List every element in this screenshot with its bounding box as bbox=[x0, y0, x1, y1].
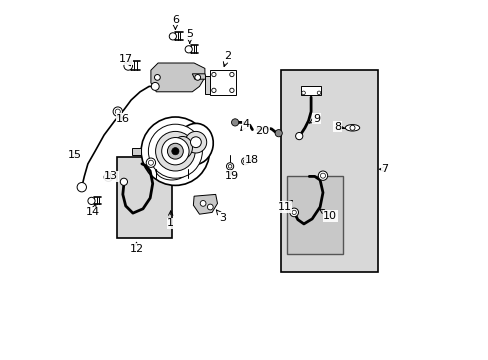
Circle shape bbox=[317, 91, 320, 95]
Text: 20: 20 bbox=[254, 126, 268, 136]
Text: 12: 12 bbox=[129, 242, 143, 254]
Text: 5: 5 bbox=[186, 29, 193, 43]
Text: 14: 14 bbox=[85, 204, 100, 217]
Text: 1: 1 bbox=[167, 211, 174, 228]
Circle shape bbox=[229, 72, 234, 77]
Text: 8: 8 bbox=[333, 122, 344, 132]
Circle shape bbox=[185, 46, 192, 53]
Circle shape bbox=[185, 131, 206, 153]
Circle shape bbox=[154, 75, 160, 80]
Circle shape bbox=[106, 175, 110, 179]
Circle shape bbox=[120, 178, 127, 185]
Bar bbox=[210, 70, 235, 95]
Circle shape bbox=[301, 91, 305, 95]
Ellipse shape bbox=[177, 123, 213, 165]
Circle shape bbox=[226, 163, 233, 170]
Circle shape bbox=[241, 158, 248, 165]
Circle shape bbox=[229, 88, 234, 93]
Bar bbox=[280, 70, 377, 272]
Circle shape bbox=[167, 143, 183, 159]
Text: 4: 4 bbox=[241, 119, 249, 131]
Text: 16: 16 bbox=[116, 114, 130, 124]
Circle shape bbox=[231, 119, 238, 126]
Circle shape bbox=[88, 197, 95, 204]
Circle shape bbox=[228, 165, 231, 168]
Polygon shape bbox=[204, 76, 210, 94]
Text: 11: 11 bbox=[277, 201, 292, 212]
Polygon shape bbox=[193, 194, 217, 214]
Text: 19: 19 bbox=[225, 170, 239, 181]
Circle shape bbox=[211, 88, 216, 93]
Circle shape bbox=[275, 130, 282, 137]
Circle shape bbox=[113, 107, 122, 116]
Circle shape bbox=[194, 75, 200, 80]
Circle shape bbox=[162, 138, 189, 165]
Polygon shape bbox=[151, 63, 204, 92]
Text: 10: 10 bbox=[319, 209, 337, 221]
Text: 2: 2 bbox=[223, 51, 231, 67]
Circle shape bbox=[289, 208, 298, 217]
Circle shape bbox=[190, 137, 201, 148]
Text: 3: 3 bbox=[216, 210, 226, 223]
Circle shape bbox=[148, 160, 153, 165]
Text: 7: 7 bbox=[379, 164, 387, 174]
Circle shape bbox=[146, 158, 155, 167]
Circle shape bbox=[320, 173, 325, 178]
Text: 15: 15 bbox=[67, 150, 81, 160]
Ellipse shape bbox=[172, 136, 192, 159]
Bar bbox=[301, 86, 321, 95]
Circle shape bbox=[169, 33, 176, 40]
Text: 18: 18 bbox=[244, 155, 258, 165]
Bar bbox=[117, 157, 172, 238]
Ellipse shape bbox=[345, 125, 359, 131]
Polygon shape bbox=[132, 148, 141, 155]
Text: 13: 13 bbox=[104, 171, 118, 181]
Circle shape bbox=[243, 159, 246, 163]
Circle shape bbox=[207, 204, 213, 210]
Text: 6: 6 bbox=[171, 15, 179, 29]
Circle shape bbox=[115, 109, 120, 114]
Circle shape bbox=[77, 183, 86, 192]
Polygon shape bbox=[192, 74, 206, 79]
Text: 17: 17 bbox=[119, 54, 132, 66]
Circle shape bbox=[155, 131, 195, 171]
Circle shape bbox=[151, 82, 159, 90]
Circle shape bbox=[349, 125, 354, 130]
Circle shape bbox=[318, 171, 327, 180]
Circle shape bbox=[104, 173, 113, 181]
Circle shape bbox=[291, 210, 296, 215]
Circle shape bbox=[171, 148, 179, 155]
Text: 9: 9 bbox=[309, 114, 320, 124]
Circle shape bbox=[295, 132, 302, 140]
Circle shape bbox=[200, 201, 205, 206]
Circle shape bbox=[123, 62, 132, 70]
Circle shape bbox=[211, 72, 216, 77]
Circle shape bbox=[148, 124, 202, 178]
Bar bbox=[286, 176, 342, 254]
Circle shape bbox=[141, 117, 209, 185]
